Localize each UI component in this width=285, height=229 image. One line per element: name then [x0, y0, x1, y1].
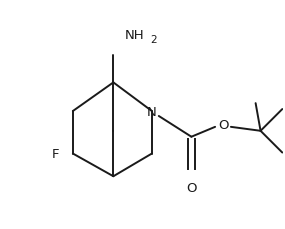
Text: NH: NH	[125, 29, 145, 42]
Text: O: O	[218, 119, 228, 132]
Text: F: F	[52, 147, 59, 160]
Text: 2: 2	[150, 35, 156, 45]
Text: N: N	[147, 105, 157, 118]
Text: O: O	[186, 181, 197, 194]
